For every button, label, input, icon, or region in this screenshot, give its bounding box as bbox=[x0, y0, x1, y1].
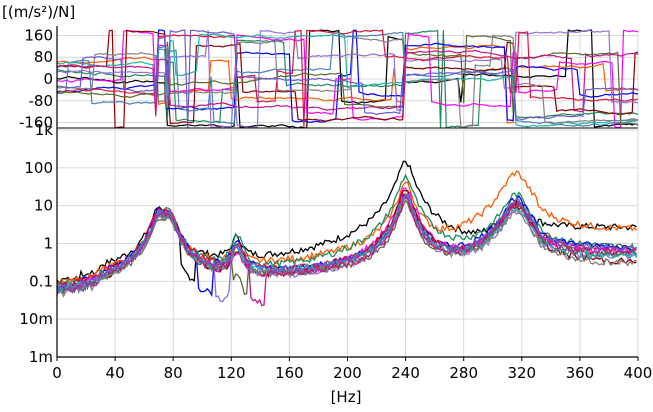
phase-series-line bbox=[56, 34, 639, 129]
phase-series-line bbox=[56, 29, 639, 129]
x-tick-label: 0 bbox=[52, 364, 62, 382]
magnitude-series-line bbox=[56, 160, 637, 285]
x-tick-label: 80 bbox=[164, 364, 183, 382]
phase-series-line bbox=[56, 31, 639, 127]
magnitude-tick-label: 1k bbox=[35, 121, 54, 139]
magnitude-tick-label: 0.1 bbox=[29, 272, 53, 290]
magnitude-tick-label: 1m bbox=[29, 348, 53, 366]
x-tick-label: 120 bbox=[217, 364, 246, 382]
y-unit-label: [(m/s²)/N] bbox=[2, 3, 75, 21]
x-tick-label: 400 bbox=[624, 364, 653, 382]
x-tick-label: 360 bbox=[566, 364, 595, 382]
phase-tick-label: -80 bbox=[29, 92, 54, 110]
x-tick-label: 320 bbox=[507, 364, 536, 382]
magnitude-tick-label: 100 bbox=[24, 159, 53, 177]
phase-series-line bbox=[56, 29, 639, 129]
x-tick-label: 160 bbox=[275, 364, 304, 382]
axes bbox=[56, 26, 639, 361]
tick-labels: 0 40 80 120 160 200 240 280 320 360 400 160 80 0 -80 -1… bbox=[19, 26, 652, 382]
magnitude-series-line bbox=[56, 193, 637, 296]
magnitude-series-line bbox=[56, 196, 637, 307]
x-tick-label: 280 bbox=[449, 364, 478, 382]
x-tick-label: 240 bbox=[391, 364, 420, 382]
phase-tick-label: -160 bbox=[19, 114, 53, 132]
x-unit-label: [Hz] bbox=[331, 388, 362, 406]
x-tick-label: 200 bbox=[333, 364, 362, 382]
magnitude-tick-label: 1 bbox=[43, 235, 53, 253]
x-tick-label: 40 bbox=[106, 364, 125, 382]
magnitude-series-line bbox=[56, 193, 637, 293]
series-group bbox=[56, 29, 639, 307]
phase-tick-label: 0 bbox=[43, 70, 53, 88]
phase-tick-label: 160 bbox=[24, 26, 53, 44]
magnitude-tick-label: 10 bbox=[34, 197, 53, 215]
magnitude-series-line bbox=[56, 173, 638, 290]
magnitude-tick-label: 10m bbox=[19, 310, 53, 328]
phase-tick-label: 80 bbox=[34, 48, 53, 66]
phase-series-line bbox=[56, 49, 639, 117]
